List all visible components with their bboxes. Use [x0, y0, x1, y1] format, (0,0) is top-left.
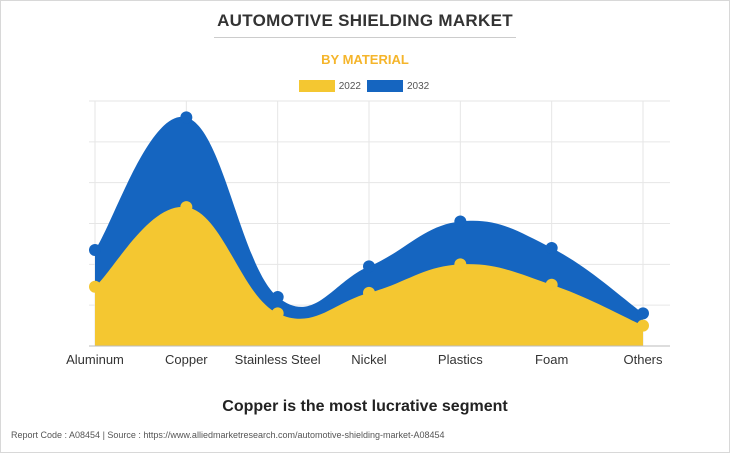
data-point-2032-nickel [363, 260, 375, 273]
x-tick-label-aluminum: Aluminum [66, 352, 124, 367]
data-point-2032-stainless-steel [271, 291, 284, 303]
data-point-2032-plastics [454, 215, 467, 228]
x-tick-label-foam: Foam [535, 352, 568, 367]
legend-swatch-2032 [367, 80, 403, 92]
data-point-2022-stainless-steel [271, 307, 284, 320]
title-divider [214, 37, 516, 38]
data-point-2022-foam [545, 278, 558, 291]
chart-title: AUTOMOTIVE SHIELDING MARKET [217, 11, 513, 30]
data-point-2022-plastics [454, 258, 467, 271]
data-point-2022-others [637, 319, 649, 332]
x-tick-label-others: Others [623, 352, 663, 367]
chart-subtitle: BY MATERIAL [321, 52, 409, 67]
legend-label-2022: 2022 [338, 80, 361, 92]
data-point-2032-copper [180, 111, 193, 124]
legend-label-2032: 2032 [407, 80, 430, 92]
x-tick-label-nickel: Nickel [351, 352, 387, 367]
data-point-2022-nickel [363, 286, 375, 299]
legend-swatch-2022 [298, 80, 335, 92]
data-point-2022-aluminum [89, 280, 101, 293]
chart-legend: 2022 2032 [0, 80, 730, 92]
report-source-line: Report Code : A08454 | Source : https://… [11, 430, 445, 440]
data-point-2032-others [637, 307, 649, 320]
data-point-2032-aluminum [89, 244, 101, 257]
x-tick-label-plastics: Plastics [438, 352, 483, 367]
area-series-2022 [95, 206, 643, 346]
data-point-2022-copper [180, 201, 193, 214]
x-tick-label-copper: Copper [165, 352, 208, 367]
chart-headline: Copper is the most lucrative segment [222, 398, 508, 415]
legend-item-2032[interactable]: 2032 [367, 80, 429, 92]
x-tick-label-stainless-steel: Stainless Steel [235, 352, 321, 367]
data-point-2032-foam [545, 242, 558, 254]
legend-item-2022[interactable]: 2022 [298, 80, 361, 92]
